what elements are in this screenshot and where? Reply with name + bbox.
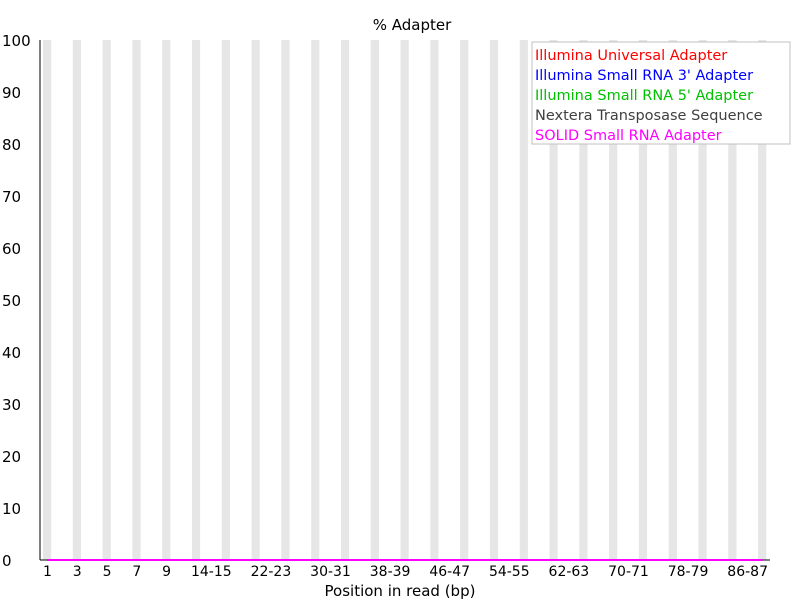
background-stripe [579, 40, 588, 560]
x-tick-label: 78-79 [668, 564, 709, 580]
background-stripe [489, 40, 499, 560]
background-stripe [281, 40, 290, 560]
x-tick-label: 1 [43, 564, 52, 580]
background-stripe [251, 40, 260, 560]
background-stripe [460, 40, 469, 560]
x-tick-label: 22-23 [251, 564, 292, 580]
y-tick-label: 70 [2, 188, 21, 206]
stripes-layer [42, 40, 767, 560]
background-stripe [519, 40, 528, 560]
legend-entry: Nextera Transposase Sequence [535, 108, 763, 124]
background-stripe [311, 40, 320, 560]
y-tick-label: 90 [2, 84, 21, 102]
x-tick-label: 30-31 [310, 564, 351, 580]
background-stripe [132, 40, 141, 560]
x-tick-label: 46-47 [429, 564, 470, 580]
y-tick-label: 10 [2, 500, 21, 518]
y-tick-label: 0 [2, 552, 12, 570]
background-stripe [162, 40, 171, 560]
background-stripe [102, 40, 111, 560]
background-stripe [370, 40, 379, 560]
background-stripe [72, 40, 81, 560]
y-tick-label: 40 [2, 344, 21, 362]
background-stripe [668, 40, 677, 560]
x-tick-label: 38-39 [370, 564, 411, 580]
legend-entry: Illumina Small RNA 3' Adapter [535, 68, 753, 84]
y-tick-label: 20 [2, 448, 21, 466]
background-stripe [340, 40, 350, 560]
x-tick-label: 62-63 [549, 564, 590, 580]
y-axis-ticks: 0 10 20 30 40 50 60 70 80 90 100 [2, 32, 31, 570]
y-tick-label: 100 [2, 32, 31, 50]
background-stripe [430, 40, 439, 560]
legend-box [531, 41, 791, 145]
background-stripe [549, 40, 558, 560]
legend: Illumina Universal Adapter Illumina Small… [531, 41, 791, 145]
x-tick-label: 54-55 [489, 564, 530, 580]
y-tick-label: 80 [2, 136, 21, 154]
x-tick-label: 7 [132, 564, 141, 580]
x-tick-label: 86-87 [727, 564, 768, 580]
background-stripe [221, 40, 230, 560]
chart-title: % Adapter [373, 16, 452, 34]
legend-entry: Illumina Small RNA 5' Adapter [535, 88, 753, 104]
background-stripe [191, 40, 201, 560]
background-stripe [758, 40, 767, 560]
background-stripe [698, 40, 707, 560]
background-stripe [400, 40, 409, 560]
y-tick-label: 60 [2, 240, 21, 258]
x-tick-label: 70-71 [608, 564, 649, 580]
background-stripe [638, 40, 648, 560]
x-tick-label: 9 [162, 564, 171, 580]
background-stripe [42, 40, 52, 560]
background-stripe [609, 40, 618, 560]
legend-entry: Illumina Universal Adapter [535, 48, 727, 64]
y-tick-label: 30 [2, 396, 21, 414]
x-tick-label: 5 [103, 564, 112, 580]
legend-entry: SOLID Small RNA Adapter [535, 128, 722, 144]
x-tick-label: 3 [73, 564, 82, 580]
background-stripe [728, 40, 737, 560]
x-tick-label: 14-15 [191, 564, 232, 580]
y-tick-label: 50 [2, 292, 21, 310]
x-axis-ticks: 1 3 5 7 9 14-15 22-23 30-31 38-39 46-47 54-55 62-63… [43, 564, 768, 580]
x-axis-label: Position in read (bp) [325, 582, 476, 600]
